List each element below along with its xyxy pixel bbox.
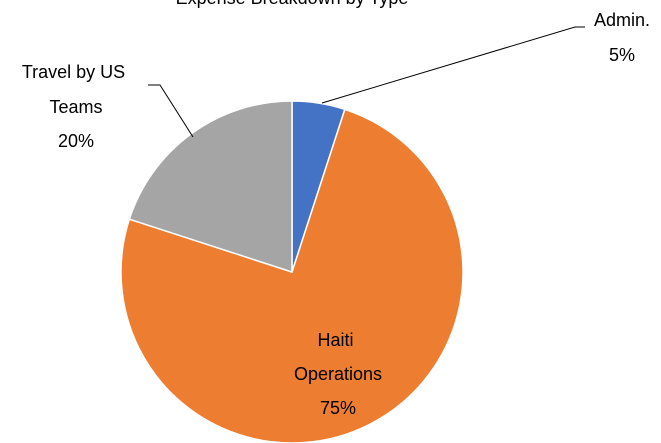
- label-admin-name: Admin.: [594, 10, 650, 30]
- leader-line-admin: [321, 26, 585, 104]
- label-haiti-pct: 75%: [320, 398, 356, 418]
- label-haiti-name: Haiti Operations: [294, 330, 382, 384]
- pie-slice-travel-by-us-teams: [128, 100, 293, 274]
- chart-title: Expense Breakdown by Type: [176, 0, 409, 8]
- leader-line-travel: [148, 84, 194, 138]
- label-admin-pct: 5%: [609, 45, 635, 65]
- pie-slices: [120, 100, 464, 443]
- pie-slice-haiti-operations: [120, 108, 464, 443]
- label-travel-pct: 20%: [58, 131, 94, 151]
- label-travel-name: Travel by US Teams: [22, 62, 130, 117]
